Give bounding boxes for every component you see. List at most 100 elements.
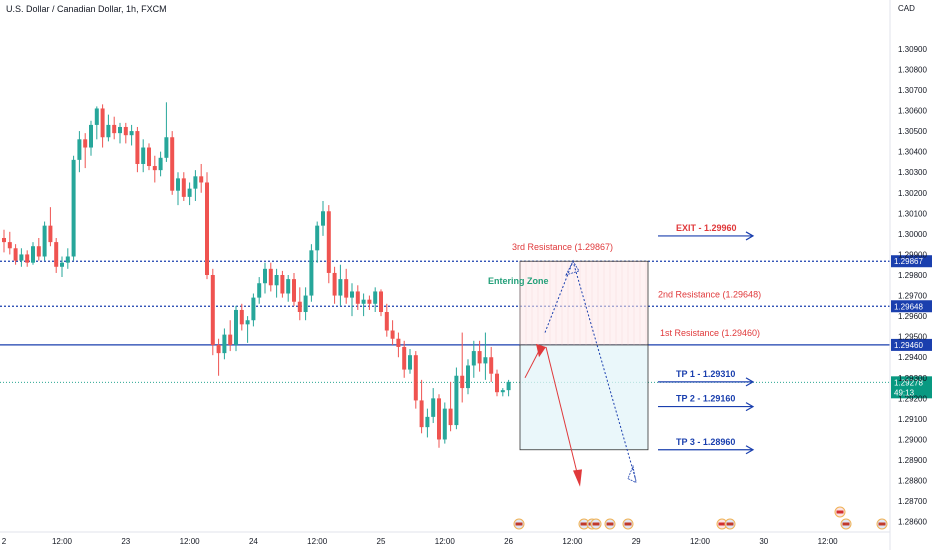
candle-body [466, 365, 470, 389]
us-flag-icon[interactable] [876, 518, 888, 530]
candle-body [344, 279, 349, 298]
candle-body [396, 338, 401, 347]
candle-body [158, 157, 163, 171]
price-tick-label: 1.30300 [898, 168, 927, 177]
us-flag-icon[interactable] [622, 518, 634, 530]
price-tick-label: 1.30500 [898, 127, 927, 136]
take-profit-label-arrowhead [745, 402, 755, 412]
entering-zone-label: Entering Zone [488, 276, 549, 286]
candle-body [460, 375, 465, 389]
candle-body [408, 355, 412, 370]
candle-body [48, 225, 53, 243]
candle-body [309, 250, 314, 296]
candle-body [193, 176, 198, 189]
dotted-arrowhead-top [565, 260, 580, 276]
price-tick-label: 1.28700 [898, 497, 927, 506]
candle-body [437, 398, 441, 440]
candle-body [199, 176, 204, 183]
time-tick-label: 12:00 [690, 537, 711, 546]
candle-body [112, 124, 117, 134]
candle-body [251, 297, 256, 321]
price-tick-label: 1.30100 [898, 209, 927, 218]
us-flag-icon[interactable] [840, 518, 852, 530]
candle-body [489, 357, 494, 374]
candle-body [71, 159, 76, 257]
candle-body [176, 178, 180, 191]
candle-body [355, 291, 360, 304]
candle-body [141, 147, 146, 164]
time-tick-label: 12:00 [180, 537, 201, 546]
candle-body [263, 268, 267, 284]
price-tick-label: 1.29600 [898, 312, 927, 321]
take-profit-label: TP 2 - 1.29160 [676, 394, 735, 404]
candle-body [274, 275, 279, 286]
candle-body [500, 390, 505, 393]
us-flag-icon[interactable] [604, 518, 616, 530]
candle-body [152, 166, 157, 171]
us-flag-icon[interactable] [590, 518, 602, 530]
price-tick-label: 1.30800 [898, 65, 927, 74]
countdown-text: 49:13 [894, 388, 915, 397]
take-profit-label: TP 1 - 1.29310 [676, 369, 735, 379]
resistance-label: 1st Resistance (1.29460) [660, 328, 760, 338]
price-tick-label: 1.29100 [898, 415, 927, 424]
candle-body [42, 225, 47, 257]
exit-label: EXIT - 1.29960 [676, 223, 737, 233]
currency-label: CAD [898, 4, 915, 13]
price-tick-label: 1.30600 [898, 107, 927, 116]
candle-body [315, 225, 320, 251]
us-flag-icon[interactable] [724, 518, 736, 530]
price-tick-label: 1.30900 [898, 45, 927, 54]
chart-title: U.S. Dollar / Canadian Dollar, 1h, FXCM [6, 4, 167, 14]
candle-body [31, 246, 35, 263]
candle-body [297, 301, 302, 313]
candle-body [100, 108, 105, 138]
candle-body [483, 357, 488, 364]
candle-body [181, 178, 186, 197]
candle-body [25, 254, 30, 263]
level-price-tag-text: 1.29648 [894, 302, 923, 311]
price-tick-label: 1.28800 [898, 477, 927, 486]
price-tick-label: 1.29500 [898, 333, 927, 342]
candle-body [280, 275, 285, 294]
candle-body [123, 126, 128, 136]
candle-body [350, 291, 354, 298]
candle-body [379, 291, 383, 313]
candle-body [448, 408, 453, 426]
take-profit-label-arrowhead [745, 445, 755, 455]
candle-body [205, 182, 209, 275]
candle-body [60, 262, 64, 267]
level-labels: 3rd Resistance (1.29867) 2nd Resistance (… [488, 223, 761, 455]
time-tick-label: 12:00 [307, 537, 328, 546]
price-tick-label: 1.30000 [898, 230, 927, 239]
candle-body [228, 334, 233, 345]
candle-body [245, 320, 250, 325]
resistance-label: 3rd Resistance (1.29867) [512, 242, 613, 252]
time-tick-label: 2 [2, 537, 7, 546]
position-box [519, 260, 649, 451]
reward-zone [519, 344, 649, 451]
price-tick-label: 1.29400 [898, 353, 927, 362]
candle-body [222, 334, 227, 354]
candle-body [384, 312, 389, 331]
risk-zone [519, 260, 649, 346]
ca-flag-icon[interactable] [834, 506, 846, 518]
candle-body [292, 279, 296, 302]
dotted-arrowhead-bottom [627, 464, 637, 484]
candle-body [321, 211, 325, 226]
economic-events [513, 506, 888, 530]
candle-body [118, 126, 122, 134]
candle-body [495, 373, 499, 393]
ca-flag-icon[interactable] [716, 518, 728, 530]
last-price-tag [891, 376, 932, 399]
candle-body [216, 344, 221, 354]
candle-body [506, 381, 511, 391]
price-tick-label: 1.30400 [898, 148, 927, 157]
price-axis: 1.30900 1.30800 1.30700 1.30600 1.30500 1.304… [889, 0, 927, 550]
us-flag-icon[interactable] [513, 518, 525, 530]
exit-label-arrowhead [745, 231, 755, 241]
level-price-tag [891, 255, 932, 268]
candle-body [36, 246, 41, 257]
time-tick-label: 25 [377, 537, 386, 546]
